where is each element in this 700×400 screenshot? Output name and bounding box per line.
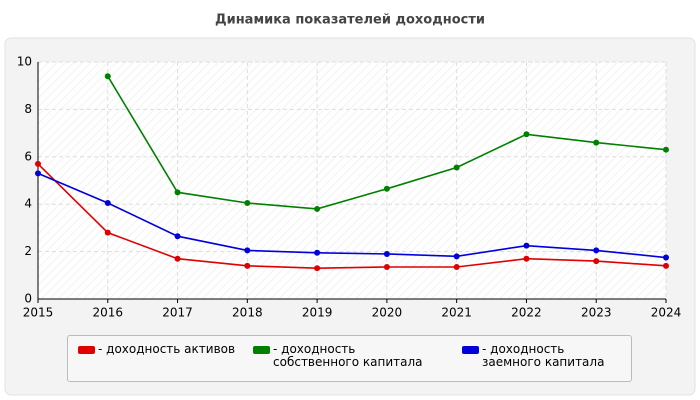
x-tick-label: 2021 xyxy=(441,306,472,320)
point xyxy=(453,253,460,260)
point xyxy=(104,229,111,236)
x-tick-label: 2024 xyxy=(651,306,682,320)
point xyxy=(663,262,669,269)
x-tick-label: 2023 xyxy=(581,306,612,320)
x-tick-label: 2019 xyxy=(302,306,333,320)
legend-swatch xyxy=(462,346,479,354)
y-tick-label: 2 xyxy=(24,244,32,258)
legend-item: - доходность заемного капитала xyxy=(462,343,627,369)
point xyxy=(523,255,530,262)
x-tick-label: 2015 xyxy=(23,306,54,320)
y-tick-label: 4 xyxy=(24,197,32,211)
y-tick-label: 6 xyxy=(24,149,32,163)
chart-title: Динамика показателей доходности xyxy=(215,13,485,28)
point xyxy=(244,262,251,269)
point xyxy=(593,258,600,265)
legend-swatch xyxy=(253,346,270,354)
legend-item: - доходность активов xyxy=(78,343,243,356)
point xyxy=(244,247,251,254)
y-tick-label: 8 xyxy=(24,102,32,116)
point xyxy=(453,164,460,171)
x-tick-label: 2018 xyxy=(232,306,263,320)
point xyxy=(104,200,111,207)
x-tick-label: 2016 xyxy=(93,306,124,320)
point xyxy=(104,73,111,80)
point xyxy=(593,139,600,146)
point xyxy=(314,265,321,272)
point xyxy=(35,160,41,167)
y-tick-label: 10 xyxy=(17,55,32,69)
point xyxy=(174,189,181,196)
point xyxy=(523,242,530,249)
point xyxy=(314,205,321,212)
point xyxy=(383,185,390,192)
point xyxy=(174,233,181,240)
x-tick-label: 2022 xyxy=(511,306,542,320)
series-line xyxy=(37,172,667,259)
point xyxy=(593,247,600,254)
series-line xyxy=(37,163,667,269)
point xyxy=(383,264,390,271)
plot-area xyxy=(38,62,666,299)
point xyxy=(174,255,181,262)
y-tick-label: 0 xyxy=(24,292,32,306)
point xyxy=(383,250,390,257)
x-tick-label: 2020 xyxy=(372,306,403,320)
legend-label: - доходность заемного капитала xyxy=(482,342,605,369)
point xyxy=(453,264,460,271)
legend-item: - доходность собственного капитала xyxy=(253,343,443,369)
legend: - доходность активов - доходность собстве… xyxy=(67,335,632,382)
point xyxy=(244,200,251,207)
x-tick-label: 2017 xyxy=(162,306,193,320)
legend-label: - доходность активов xyxy=(98,342,236,356)
point xyxy=(523,131,530,138)
point xyxy=(35,170,41,177)
point xyxy=(314,249,321,256)
point xyxy=(663,254,669,261)
legend-label: - доходность собственного капитала xyxy=(273,342,423,369)
legend-swatch xyxy=(78,346,95,354)
point xyxy=(663,146,669,153)
